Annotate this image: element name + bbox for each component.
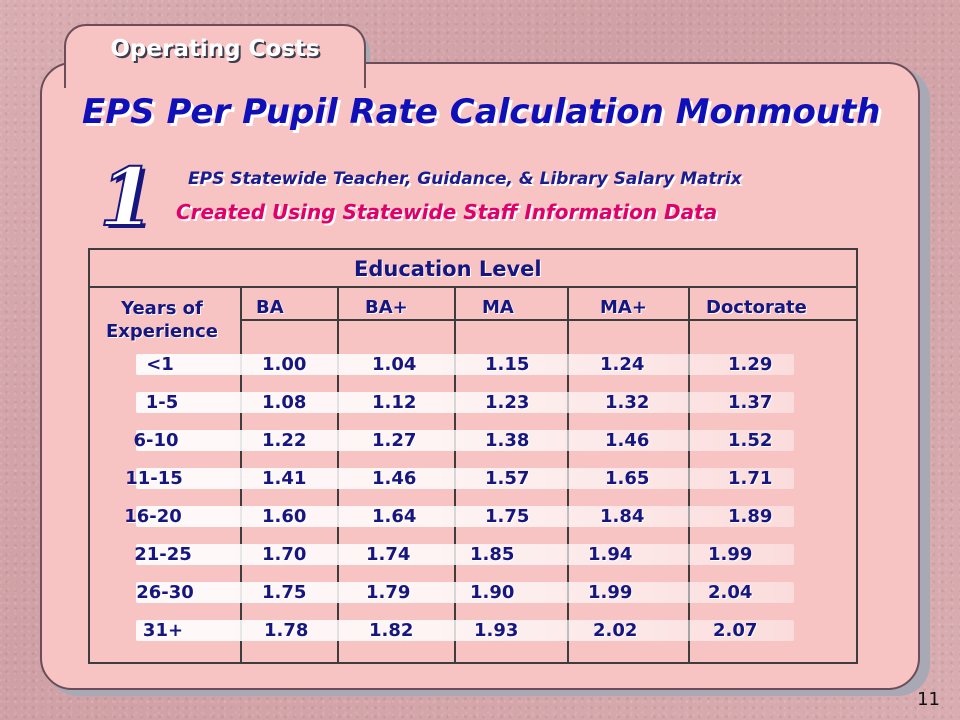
cell-lt1-ba: 1.00 (262, 354, 307, 375)
cell-31plus-doctorate: 2.07 (713, 620, 758, 641)
cell-11to15-doctorate: 1.71 (728, 468, 773, 489)
row-label-21-25: 21-25 (134, 544, 192, 565)
row-band-7 (136, 582, 794, 603)
cell-6to10-doctorate: 1.52 (728, 430, 773, 451)
row-label-16-20: 16-20 (124, 506, 182, 527)
cell-11to15-ma: 1.57 (485, 468, 530, 489)
row-band-4 (136, 468, 794, 489)
row-label-less-than-1: <1 (146, 354, 174, 375)
cell-26to30-baplus: 1.79 (366, 582, 411, 603)
cell-26to30-doctorate: 2.04 (708, 582, 753, 603)
section-tab: Operating Costs (64, 24, 366, 88)
row-band-3 (136, 430, 794, 451)
subtitle-data-source: Created Using Statewide Staff Informatio… (176, 200, 718, 224)
page-number: 11 (917, 689, 940, 710)
table-header-band (90, 250, 856, 288)
row-label-26-30: 26-30 (136, 582, 194, 603)
cell-31plus-baplus: 1.82 (369, 620, 414, 641)
step-number: 1 (98, 149, 156, 245)
cell-1to5-ma: 1.23 (485, 392, 530, 413)
cell-16to20-baplus: 1.64 (372, 506, 417, 527)
cell-11to15-baplus: 1.46 (372, 468, 417, 489)
column-header-doctorate: Doctorate (706, 297, 807, 318)
cell-26to30-maplus: 1.99 (588, 582, 633, 603)
cell-11to15-ba: 1.41 (262, 468, 307, 489)
cell-16to20-doctorate: 1.89 (728, 506, 773, 527)
education-level-title: Education Level (354, 257, 542, 281)
cell-21to25-ma: 1.85 (470, 544, 515, 565)
cell-16to20-ma: 1.75 (485, 506, 530, 527)
cell-lt1-ma: 1.15 (485, 354, 530, 375)
cell-1to5-doctorate: 1.37 (728, 392, 773, 413)
cell-26to30-ma: 1.90 (470, 582, 515, 603)
row-band-1 (136, 354, 794, 375)
row-band-6 (136, 544, 794, 565)
cell-31plus-ba: 1.78 (264, 620, 309, 641)
row-label-6-10: 6-10 (133, 430, 179, 451)
cell-21to25-maplus: 1.94 (588, 544, 633, 565)
cell-11to15-maplus: 1.65 (605, 468, 650, 489)
cell-1to5-ba: 1.08 (262, 392, 307, 413)
cell-6to10-ba: 1.22 (262, 430, 307, 451)
cell-31plus-maplus: 2.02 (593, 620, 638, 641)
column-header-ba: BA (256, 297, 284, 318)
cell-6to10-maplus: 1.46 (605, 430, 650, 451)
column-header-baplus: BA+ (365, 297, 408, 318)
row-label-1-5: 1-5 (145, 392, 179, 413)
column-header-underline (240, 319, 856, 321)
cell-1to5-baplus: 1.12 (372, 392, 417, 413)
cell-16to20-maplus: 1.84 (600, 506, 645, 527)
row-band-5 (136, 506, 794, 527)
slide-title: EPS Per Pupil Rate Calculation Monmouth (82, 92, 881, 132)
cell-26to30-ba: 1.75 (262, 582, 307, 603)
cell-16to20-ba: 1.60 (262, 506, 307, 527)
column-header-maplus: MA+ (600, 297, 647, 318)
cell-6to10-ma: 1.38 (485, 430, 530, 451)
cell-lt1-doctorate: 1.29 (728, 354, 773, 375)
column-header-ma: MA (482, 297, 514, 318)
cell-31plus-ma: 1.93 (474, 620, 519, 641)
years-label-line-1: Years of (121, 298, 203, 319)
salary-matrix-table: Education Level Years of Experience BA B… (88, 248, 858, 664)
tab-title: Operating Costs (110, 36, 320, 62)
cell-21to25-baplus: 1.74 (366, 544, 411, 565)
years-experience-heading: Years of Experience (106, 297, 218, 343)
cell-lt1-baplus: 1.04 (372, 354, 417, 375)
cell-lt1-maplus: 1.24 (600, 354, 645, 375)
cell-1to5-maplus: 1.32 (605, 392, 650, 413)
cell-6to10-baplus: 1.27 (372, 430, 417, 451)
row-band-8 (136, 620, 794, 641)
years-label-line-2: Experience (106, 321, 218, 342)
row-label-31-plus: 31+ (142, 620, 184, 641)
row-label-11-15: 11-15 (125, 468, 183, 489)
cell-21to25-ba: 1.70 (262, 544, 307, 565)
subtitle-salary-matrix: EPS Statewide Teacher, Guidance, & Libra… (188, 169, 742, 189)
cell-21to25-doctorate: 1.99 (708, 544, 753, 565)
row-band-2 (136, 392, 794, 413)
